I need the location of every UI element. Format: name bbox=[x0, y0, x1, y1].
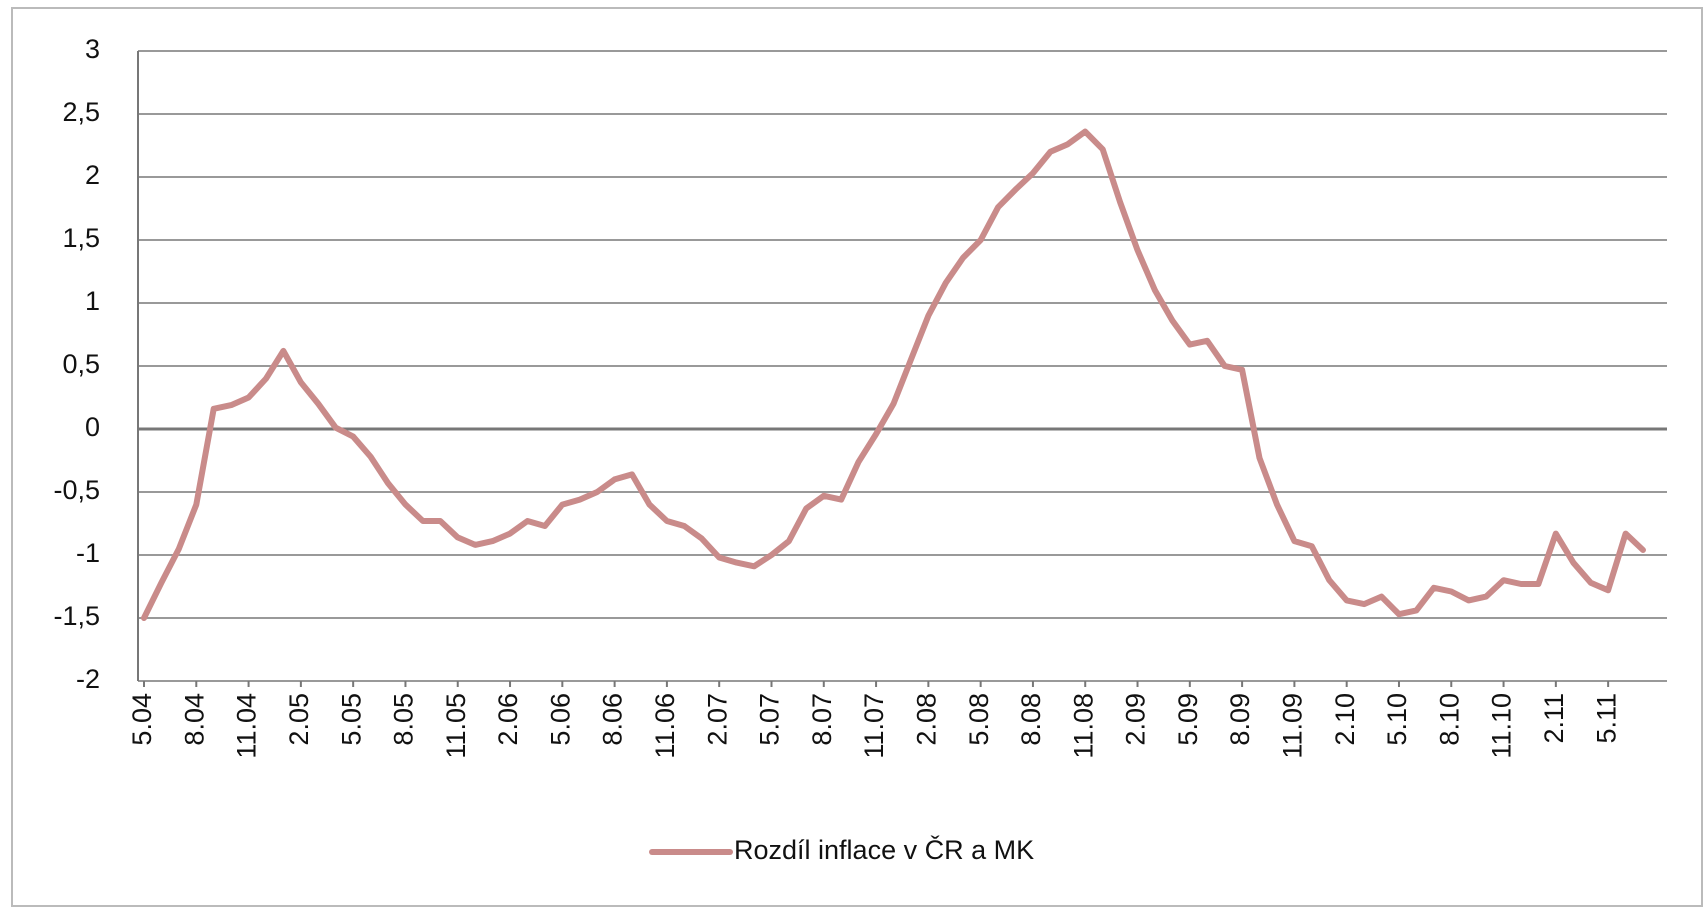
chart-border bbox=[11, 7, 1703, 907]
x-tick-label: 2.07 bbox=[702, 693, 732, 746]
x-tick-label: 2.08 bbox=[911, 693, 941, 746]
x-tick-label: 5.10 bbox=[1382, 693, 1412, 746]
x-tick-label: 2.05 bbox=[284, 693, 314, 746]
y-tick-label: 0,5 bbox=[62, 349, 100, 379]
y-tick-label: -1 bbox=[76, 538, 100, 568]
legend-label: Rozdíl inflace v ČR a MK bbox=[734, 834, 1034, 865]
x-tick-label: 5.06 bbox=[545, 693, 575, 746]
y-tick-label: 0 bbox=[85, 412, 100, 442]
y-tick-label: -2 bbox=[76, 664, 100, 694]
y-tick-label: 2 bbox=[85, 160, 100, 190]
x-tick-label: 8.10 bbox=[1434, 693, 1464, 746]
x-tick-label: 5.09 bbox=[1173, 693, 1203, 746]
x-tick-label: 8.09 bbox=[1225, 693, 1255, 746]
x-tick-label: 5.11 bbox=[1591, 693, 1621, 744]
x-tick-label: 2.09 bbox=[1121, 693, 1151, 746]
y-tick-label: -0,5 bbox=[53, 475, 100, 505]
x-tick-label: 11.09 bbox=[1278, 693, 1308, 759]
x-tick-label: 8.07 bbox=[807, 693, 837, 746]
x-tick-label: 8.04 bbox=[179, 693, 209, 746]
x-tick-label: 11.05 bbox=[441, 693, 471, 759]
x-tick-label: 11.08 bbox=[1068, 693, 1098, 759]
x-tick-label: 5.05 bbox=[336, 693, 366, 746]
x-tick-label: 11.04 bbox=[232, 693, 262, 759]
x-tick-label: 8.06 bbox=[598, 693, 628, 746]
x-tick-label: 2.06 bbox=[493, 693, 523, 746]
y-tick-label: 1 bbox=[85, 286, 100, 316]
x-tick-label: 2.10 bbox=[1330, 693, 1360, 746]
y-tick-label: -1,5 bbox=[53, 601, 100, 631]
x-tick-label: 11.06 bbox=[650, 693, 680, 759]
y-tick-label: 1,5 bbox=[62, 223, 100, 253]
x-tick-label: 5.08 bbox=[964, 693, 994, 746]
y-tick-label: 2,5 bbox=[62, 97, 100, 127]
x-tick-label: 2.11 bbox=[1539, 693, 1569, 744]
y-tick-label: 3 bbox=[85, 34, 100, 64]
x-tick-label: 11.07 bbox=[859, 693, 889, 759]
x-tick-label: 8.08 bbox=[1016, 693, 1046, 746]
x-tick-label: 5.04 bbox=[127, 693, 157, 746]
x-tick-label: 5.07 bbox=[755, 693, 785, 746]
x-tick-label: 8.05 bbox=[389, 693, 419, 746]
x-tick-label: 11.10 bbox=[1487, 693, 1517, 759]
data-line bbox=[141, 128, 1646, 621]
